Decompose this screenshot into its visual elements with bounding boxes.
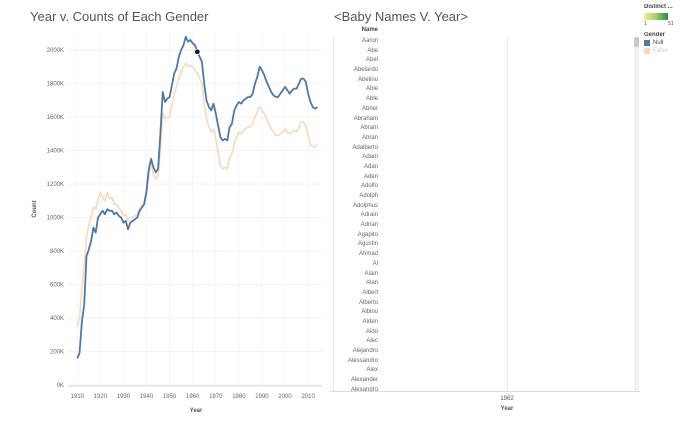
name-row[interactable]: Alex (366, 367, 378, 374)
x-tick-label: 1920 (94, 394, 108, 400)
name-row[interactable]: Abe (367, 47, 378, 54)
name-row[interactable]: Adalberto (352, 144, 378, 151)
ramp-min-label: 1 (644, 21, 648, 27)
series-lines[interactable] (76, 35, 319, 359)
name-row[interactable]: Alejandro (352, 348, 378, 354)
name-row[interactable]: Adam (362, 154, 378, 161)
highlight-layer[interactable] (194, 48, 201, 55)
series-line-false[interactable] (76, 62, 319, 327)
name-row[interactable]: Al (372, 260, 378, 267)
name-row[interactable]: Albert (362, 289, 378, 296)
name-row[interactable]: Abel (365, 57, 378, 64)
gender-legend-heading[interactable]: Gender (644, 32, 666, 38)
name-row[interactable]: Abram (360, 125, 378, 132)
name-row[interactable]: Adan (363, 163, 378, 170)
y-tick-label: 1800K (47, 82, 64, 88)
y-tick-label: 400K (50, 316, 64, 322)
y-tick-label: 1200K (47, 182, 64, 188)
x-axis-title: Year (190, 408, 203, 414)
legend-label-null: Null (653, 40, 664, 46)
name-row[interactable]: Alain (364, 270, 378, 277)
legend-swatch-null (644, 40, 650, 46)
panel-divider (333, 37, 334, 391)
name-row[interactable]: Aden (363, 173, 378, 180)
ramp-max-label: 51 (667, 21, 674, 27)
names-header: Name (361, 27, 378, 33)
name-row[interactable]: Alexander (350, 377, 378, 384)
x-tick-label: 1970 (209, 394, 223, 400)
y-tick-label: 1000K (47, 216, 64, 222)
name-row[interactable]: Agapito (357, 231, 378, 238)
y-tick-label: 1400K (47, 149, 64, 155)
name-row[interactable]: Alec (366, 338, 378, 345)
names-scrollbar-thumb[interactable] (634, 37, 639, 47)
name-row[interactable]: Alan (365, 280, 378, 287)
name-row[interactable]: Albino (361, 309, 378, 316)
name-row[interactable]: Abie (365, 86, 378, 93)
x-tick-label: 1960 (186, 394, 200, 400)
legend-item-false[interactable]: False (644, 48, 700, 54)
name-row[interactable]: Aaron (361, 38, 378, 44)
name-row[interactable]: Aldo (365, 328, 378, 335)
x-tick-label: 1930 (117, 394, 131, 400)
name-row[interactable]: Adolfo (360, 183, 378, 190)
y-tick-label: 0K (57, 383, 64, 389)
x-tick-label: 2000 (278, 394, 292, 400)
y-axis-title: Count (32, 200, 38, 217)
name-row[interactable]: Ahmad (358, 251, 378, 258)
x-tick-label: 1980 (232, 394, 246, 400)
x-tick-label: 1910 (71, 394, 85, 400)
names-chart-title: <Baby Names V. Year> (334, 9, 468, 24)
highlight-point[interactable] (194, 48, 201, 55)
line-chart[interactable]: 0K 200K 400K 600K 800K 1000K 1200K 1400K 1600K 18… (0, 0, 330, 423)
legend-panel[interactable]: Distinct ... 1 51 Gender Null False (644, 4, 700, 54)
x-tick-label: 1940 (140, 394, 154, 400)
x-tick-label: 2010 (301, 394, 315, 400)
y-tick-label: 200K (50, 350, 64, 356)
color-legend-heading[interactable]: Distinct ... (644, 4, 673, 10)
name-row[interactable]: Alexandro (350, 386, 378, 392)
names-x-tick: 1962 (500, 396, 514, 402)
name-row[interactable]: Abner (361, 105, 378, 112)
chart-title: Year v. Counts of Each Gender (30, 9, 209, 24)
y-tick-label: 600K (50, 283, 64, 289)
name-row[interactable]: Adolph (359, 193, 378, 199)
x-tick-label: 1990 (255, 394, 269, 400)
names-x-axis-line (330, 391, 640, 392)
legend-label-false: False (653, 48, 668, 54)
name-row[interactable]: Alden (362, 318, 378, 325)
year-mark-column (507, 37, 508, 392)
name-row[interactable]: Abran (361, 134, 378, 141)
name-row[interactable]: Alberto (358, 299, 378, 306)
name-row[interactable]: Abraham (353, 115, 378, 122)
name-row[interactable]: Able (365, 96, 378, 103)
name-row[interactable]: Agustin (357, 241, 378, 248)
series-line-null[interactable] (76, 35, 318, 359)
x-tick-label: 1950 (163, 394, 177, 400)
names-list[interactable]: Aaron Abe Abel Abelardo Abelino Abie Able Abner… (330, 37, 378, 392)
legend-item-null[interactable]: Null (644, 40, 700, 46)
y-tick-label: 800K (50, 249, 64, 255)
axes: 0K 200K 400K 600K 800K 1000K 1200K 1400K 1600K 18… (47, 48, 322, 400)
name-row[interactable]: Adrain (360, 212, 378, 219)
name-row[interactable]: Adolphus (352, 202, 378, 209)
legend-swatch-false (644, 48, 650, 54)
name-row[interactable]: Adrian (360, 222, 378, 229)
name-row[interactable]: Alessandro (347, 357, 378, 364)
color-ramp (644, 13, 668, 20)
gridlines (68, 30, 322, 386)
name-row[interactable]: Abelino (357, 76, 378, 83)
name-row[interactable]: Abelardo (353, 67, 378, 74)
names-panel[interactable]: Name Aaron Abe Abel Abelardo Abelino Abie Able… (330, 27, 640, 393)
names-scrollbar[interactable] (634, 37, 639, 392)
y-tick-label: 1600K (47, 115, 64, 121)
names-x-axis-title: Year (500, 406, 514, 412)
y-tick-label: 2000K (47, 48, 64, 54)
